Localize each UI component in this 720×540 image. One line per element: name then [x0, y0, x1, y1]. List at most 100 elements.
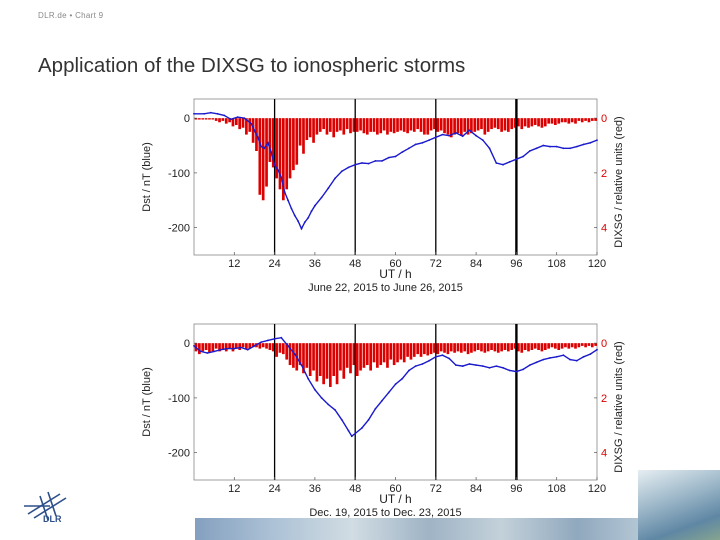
dixsg-bar	[520, 343, 524, 353]
dixsg-bar	[436, 118, 440, 132]
dixsg-bar	[449, 343, 453, 352]
x-tick-label: 24	[268, 483, 280, 495]
dixsg-bar	[312, 118, 315, 143]
dixsg-bar	[258, 118, 262, 195]
dst-point	[267, 339, 269, 342]
y-right-tick-label: 0	[601, 338, 607, 350]
dst-point	[475, 364, 477, 366]
dixsg-bar	[369, 118, 372, 132]
dixsg-bar	[433, 118, 436, 130]
dixsg-bar	[365, 118, 369, 135]
y-left-tick-label: -200	[168, 223, 190, 235]
dst-point	[381, 160, 383, 162]
dixsg-bar	[386, 118, 389, 135]
x-tick-label: 120	[588, 258, 606, 270]
dixsg-bar	[399, 118, 403, 131]
dixsg-bar	[439, 343, 443, 352]
dst-point	[475, 134, 477, 137]
dixsg-bar	[396, 118, 399, 132]
dst-point	[502, 163, 504, 166]
dixsg-bar	[554, 118, 557, 125]
earth-imagery-strip	[195, 518, 645, 540]
dixsg-bar	[436, 343, 440, 355]
x-tick-label: 72	[430, 483, 442, 495]
dixsg-bar	[288, 343, 292, 366]
dixsg-bar	[507, 118, 510, 132]
dixsg-bar	[577, 343, 581, 348]
dixsg-bar	[503, 118, 507, 131]
dixsg-bar	[540, 118, 544, 128]
dixsg-bar	[443, 343, 446, 353]
dixsg-bar	[459, 343, 463, 353]
dixsg-bar	[345, 343, 349, 368]
dixsg-bar	[329, 343, 332, 387]
dst-point	[468, 363, 471, 365]
dst-point	[522, 155, 524, 158]
dst-point	[528, 364, 531, 366]
dixsg-bar	[308, 343, 312, 376]
dst-point	[508, 369, 511, 372]
dixsg-bar	[245, 343, 248, 349]
dst-point	[401, 151, 404, 154]
dst-point	[307, 216, 310, 219]
dixsg-bar	[268, 118, 272, 162]
dixsg-bar	[198, 118, 201, 120]
dst-point	[528, 150, 531, 152]
dst-point	[354, 432, 357, 435]
y-left-tick-label: -200	[168, 448, 190, 460]
dst-point	[307, 377, 310, 380]
dixsg-bar	[560, 118, 564, 123]
y-right-tick-label: 0	[601, 113, 607, 125]
dst-point	[596, 348, 598, 351]
dixsg-bar	[396, 343, 399, 363]
dixsg-bar	[453, 343, 456, 353]
dst-point	[461, 135, 464, 138]
dixsg-bar	[527, 118, 530, 128]
dixsg-bar	[349, 343, 352, 374]
dst-point	[414, 143, 417, 146]
dst-point	[287, 199, 289, 202]
dixsg-bar	[580, 118, 584, 123]
dixsg-bar	[258, 343, 262, 349]
dixsg-bar	[584, 118, 587, 121]
dixsg-bar	[570, 343, 574, 348]
dixsg-bar	[392, 118, 396, 134]
dst-point	[253, 129, 256, 132]
x-axis-label: UT / h	[379, 492, 411, 506]
dst-point	[387, 156, 390, 159]
dixsg-bar	[342, 343, 346, 379]
dst-point	[193, 112, 195, 115]
dixsg-bar	[513, 343, 517, 349]
dixsg-bar	[523, 118, 527, 127]
dst-point	[461, 365, 464, 367]
dst-point	[206, 352, 209, 354]
dixsg-bar	[308, 118, 312, 138]
dst-point	[340, 170, 343, 173]
dixsg-bar	[470, 118, 473, 134]
y-right-tick-label: 2	[601, 393, 607, 405]
dixsg-bar	[473, 343, 477, 352]
dixsg-bar	[419, 118, 423, 132]
dst-point	[260, 341, 263, 343]
dixsg-bar	[231, 118, 235, 127]
dixsg-bar	[238, 343, 242, 350]
y-left-axis-label: Dst / nT (blue)	[141, 367, 153, 437]
dst-point	[488, 366, 491, 369]
dst-point	[582, 143, 585, 146]
dst-point	[455, 132, 457, 134]
dixsg-bar	[406, 343, 409, 357]
dixsg-bar	[412, 343, 416, 357]
dixsg-bar	[379, 343, 383, 366]
dixsg-bar	[554, 343, 557, 349]
dst-point	[260, 145, 263, 148]
dixsg-bar	[362, 343, 366, 368]
dst-point	[408, 369, 410, 372]
dixsg-bar	[211, 343, 215, 352]
dst-point	[334, 177, 336, 180]
dixsg-bar	[463, 118, 467, 132]
dst-point	[293, 353, 296, 355]
dixsg-bar	[224, 118, 228, 124]
dst-point	[535, 147, 538, 150]
dst-point	[233, 347, 236, 350]
dixsg-bar	[221, 118, 225, 121]
